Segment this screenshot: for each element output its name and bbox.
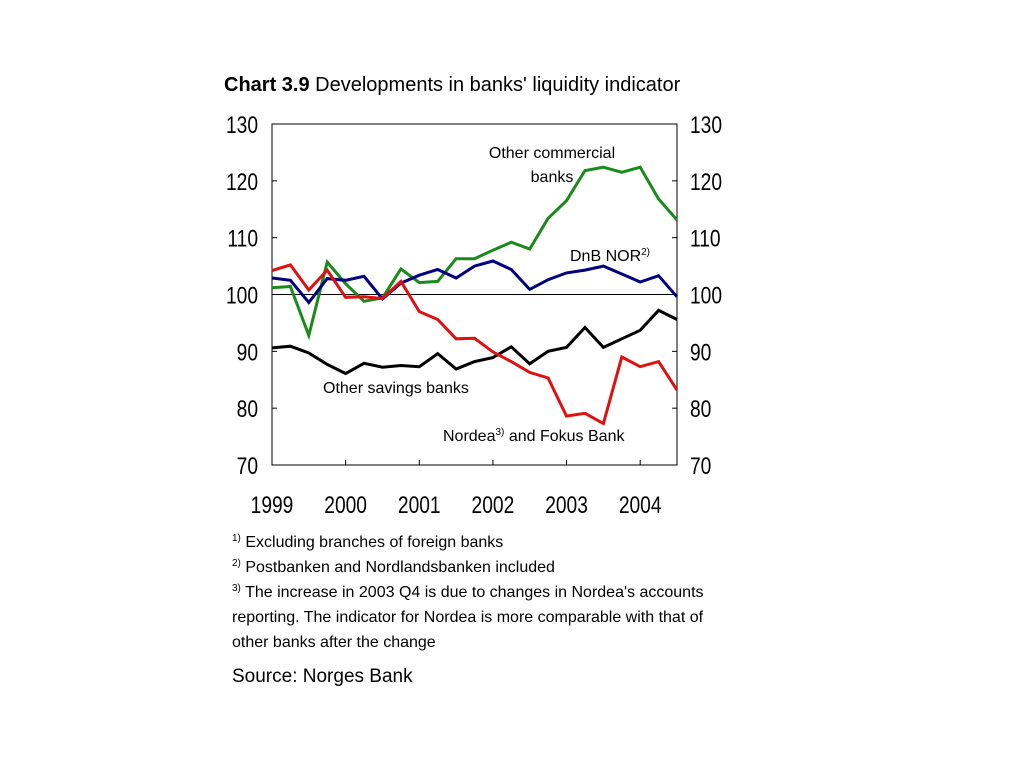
y-tick-label-left-100: 100 — [226, 281, 258, 309]
footnote-2-marker: 2) — [232, 558, 241, 569]
y-tick-label-left-110: 110 — [227, 225, 258, 253]
footnote-1-text: Excluding branches of foreign banks — [245, 534, 504, 551]
y-tick-label-right-90: 90 — [690, 338, 711, 366]
y-tick-label-left-70: 70 — [237, 452, 258, 480]
x-tick-label-2000: 2000 — [324, 491, 367, 519]
footnote-2: 2) Postbanken and Nordlandsbanken includ… — [232, 555, 732, 580]
y-tick-label-right-110: 110 — [690, 225, 721, 253]
y-tick-label-left-80: 80 — [237, 395, 258, 423]
y-tick-label-right-120: 120 — [690, 168, 722, 196]
chart-title-number: Chart 3.9 — [224, 74, 310, 96]
footnotes: 1) Excluding branches of foreign banks 2… — [232, 530, 732, 655]
x-tick-label-2002: 2002 — [472, 491, 515, 519]
series-line-nordea-and-fokus-bank — [271, 263, 679, 426]
y-tick-label-right-80: 80 — [690, 395, 711, 423]
x-tick-label-2004: 2004 — [619, 491, 662, 519]
footnote-1: 1) Excluding branches of foreign banks — [232, 530, 732, 555]
x-tick-label-1999: 1999 — [251, 491, 294, 519]
y-tick-label-left-130: 130 — [226, 111, 258, 139]
x-tick-label-2003: 2003 — [545, 491, 588, 519]
series-line-other-savings-banks — [271, 308, 678, 376]
chart-title: Chart 3.9 Developments in banks' liquidi… — [224, 74, 680, 97]
y-tick-label-left-90: 90 — [237, 338, 258, 366]
chart-title-text: Developments in banks' liquidity indicat… — [315, 74, 681, 96]
series-line-other-commercial-banks — [271, 165, 679, 341]
footnote-3-text: The increase in 2003 Q4 is due to change… — [232, 584, 704, 651]
series-label-nordea-and-fokus-bank: Nordea3) and Fokus Bank — [443, 427, 625, 445]
footnote-3: 3) The increase in 2003 Q4 is due to cha… — [232, 580, 732, 655]
series-line-dnb-nor — [271, 259, 679, 305]
source-note: Source: Norges Bank — [232, 666, 413, 687]
footnote-3-marker: 3) — [232, 583, 241, 594]
x-tick-label-2001: 2001 — [398, 491, 441, 519]
series-label-other-commercial-banks: Other commercial — [489, 145, 615, 162]
footnote-1-marker: 1) — [232, 533, 241, 544]
y-tick-label-right-70: 70 — [690, 452, 711, 480]
y-tick-label-right-130: 130 — [690, 111, 722, 139]
series-label-other-savings-banks: Other savings banks — [323, 380, 469, 397]
series-label-dnb-nor: DnB NOR2) — [570, 247, 650, 265]
y-tick-label-right-100: 100 — [690, 281, 722, 309]
y-tick-label-left-120: 120 — [226, 168, 258, 196]
series-label-other-commercial-banks-line2: banks — [531, 169, 574, 186]
footnote-2-text: Postbanken and Nordlandsbanken included — [245, 559, 555, 576]
